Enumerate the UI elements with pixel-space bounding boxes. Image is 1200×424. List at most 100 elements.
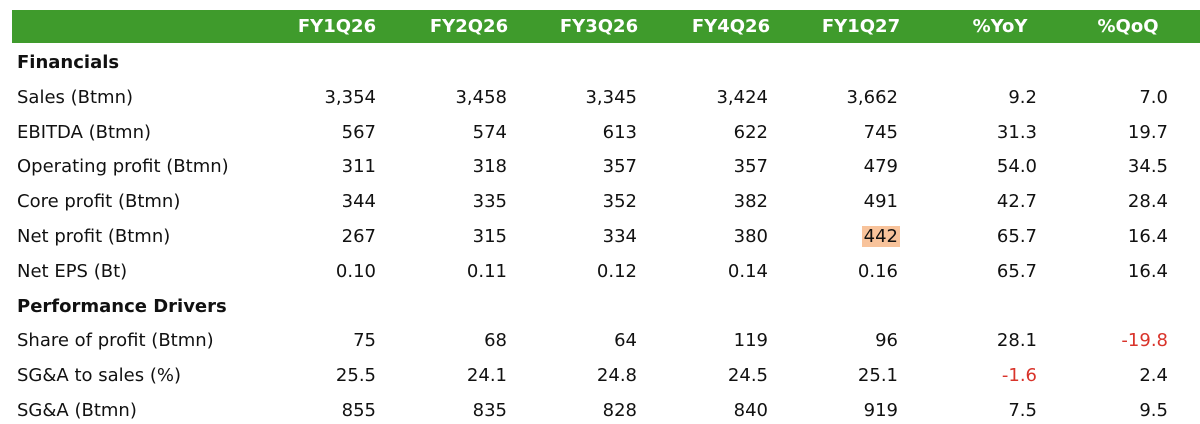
value-cell: 3,424	[650, 86, 770, 110]
column-header: F	[1190, 15, 1200, 39]
value-cell: 315	[389, 225, 509, 249]
value: 65.7	[996, 260, 1037, 282]
value-cell: 267	[258, 225, 378, 249]
column-header: FY3Q26	[559, 16, 639, 37]
value-cell: 0.16	[780, 260, 900, 284]
value-cell: 613	[519, 121, 639, 145]
value: 68	[484, 330, 507, 352]
value: 479	[863, 156, 898, 178]
value-cell: 380	[650, 225, 770, 249]
value: 34.5	[1127, 156, 1168, 178]
value: 24.8	[596, 365, 637, 387]
value: 7.0	[1139, 86, 1168, 108]
value-cell: 42.7	[919, 190, 1039, 214]
value-cell: 919	[780, 399, 900, 423]
value: 24.1	[466, 365, 507, 387]
value: 855	[341, 400, 376, 421]
row-label: Net profit (Btmn)	[17, 226, 171, 247]
value-cell: 119	[650, 329, 770, 353]
value-cell: 2.4	[1050, 364, 1170, 388]
value: 574	[472, 121, 507, 143]
value-cell: 31.3	[919, 121, 1039, 145]
value-cell: 96	[780, 329, 900, 353]
value-cell: 318	[389, 155, 509, 179]
section-title: Financials	[17, 52, 120, 73]
value-cell: 382	[650, 190, 770, 214]
value-cell: 491	[780, 190, 900, 214]
value-cell: 19.7	[1050, 121, 1170, 145]
value: 311	[341, 156, 376, 178]
value-cell: 479	[780, 155, 900, 179]
value-cell: 16.4	[1050, 225, 1170, 249]
value: 828	[602, 400, 637, 421]
value-cell: 835	[389, 399, 509, 423]
value: 75	[353, 330, 376, 352]
value: 16.4	[1127, 260, 1168, 282]
value-cell: 25.5	[258, 364, 378, 388]
value: 0.10	[335, 260, 376, 282]
value-cell: 3,345	[519, 86, 639, 110]
value-cell: 16.4	[1050, 260, 1170, 284]
value-cell: 0.10	[258, 260, 378, 284]
value-cell: 0.12	[519, 260, 639, 284]
value: 119	[733, 330, 768, 352]
value: 9.5	[1139, 400, 1168, 421]
column-header: FY1Q26	[297, 16, 377, 37]
value: 315	[472, 226, 507, 247]
value-cell: 567	[258, 121, 378, 145]
value-cell: 9.5	[1050, 399, 1170, 423]
value-cell: 34.5	[1050, 155, 1170, 179]
value: 267	[341, 226, 376, 247]
value-cell: 68	[389, 329, 509, 353]
value: 31.3	[996, 121, 1037, 143]
value: 2.4	[1139, 365, 1168, 387]
row-label: Share of profit (Btmn)	[17, 330, 214, 352]
value: 442	[861, 226, 900, 247]
value: 352	[602, 191, 637, 213]
value: 28.4	[1127, 191, 1168, 213]
value: 24.5	[727, 365, 768, 387]
value: 64	[614, 330, 637, 352]
row-label: Sales (Btmn)	[17, 86, 134, 108]
value-cell: 574	[389, 121, 509, 145]
value: 16.4	[1127, 226, 1168, 247]
value: 919	[863, 400, 898, 421]
value-cell: 334	[519, 225, 639, 249]
value-cell: 344	[258, 190, 378, 214]
value: 0.11	[466, 260, 507, 282]
column-header: %YoY	[972, 16, 1028, 37]
value: 7.5	[1008, 400, 1037, 421]
value-cell: 357	[519, 155, 639, 179]
value-cell: -19.8	[1050, 329, 1170, 353]
value: 9.2	[1008, 86, 1037, 108]
value-cell: 24.1	[389, 364, 509, 388]
row-label: EBITDA (Btmn)	[17, 121, 151, 143]
value-cell: 855	[258, 399, 378, 423]
value-cell: 357	[650, 155, 770, 179]
value-cell: 65.7	[919, 225, 1039, 249]
value: 25.5	[335, 365, 376, 387]
value-cell: 54.0	[919, 155, 1039, 179]
value: 3,354	[324, 86, 376, 108]
value-cell: 311	[258, 155, 378, 179]
value-cell: 622	[650, 121, 770, 145]
value-cell: 75	[258, 329, 378, 353]
value-cell: 0.11	[389, 260, 509, 284]
value: 622	[733, 121, 768, 143]
value: 357	[602, 156, 637, 178]
row-label: Core profit (Btmn)	[17, 191, 181, 213]
value: 318	[472, 156, 507, 178]
value-cell: 24.8	[519, 364, 639, 388]
value-cell: 3,458	[389, 86, 509, 110]
value: 3,345	[585, 86, 637, 108]
value-cell: 335	[389, 190, 509, 214]
row-label: SG&A (Btmn)	[17, 400, 137, 421]
row-label: Operating profit (Btmn)	[17, 156, 229, 178]
value: 380	[733, 226, 768, 247]
value-cell: 3,662	[780, 86, 900, 110]
value-cell: 745	[780, 121, 900, 145]
value: 0.16	[857, 260, 898, 282]
value: 3,662	[846, 86, 898, 108]
value: 28.1	[996, 330, 1037, 352]
